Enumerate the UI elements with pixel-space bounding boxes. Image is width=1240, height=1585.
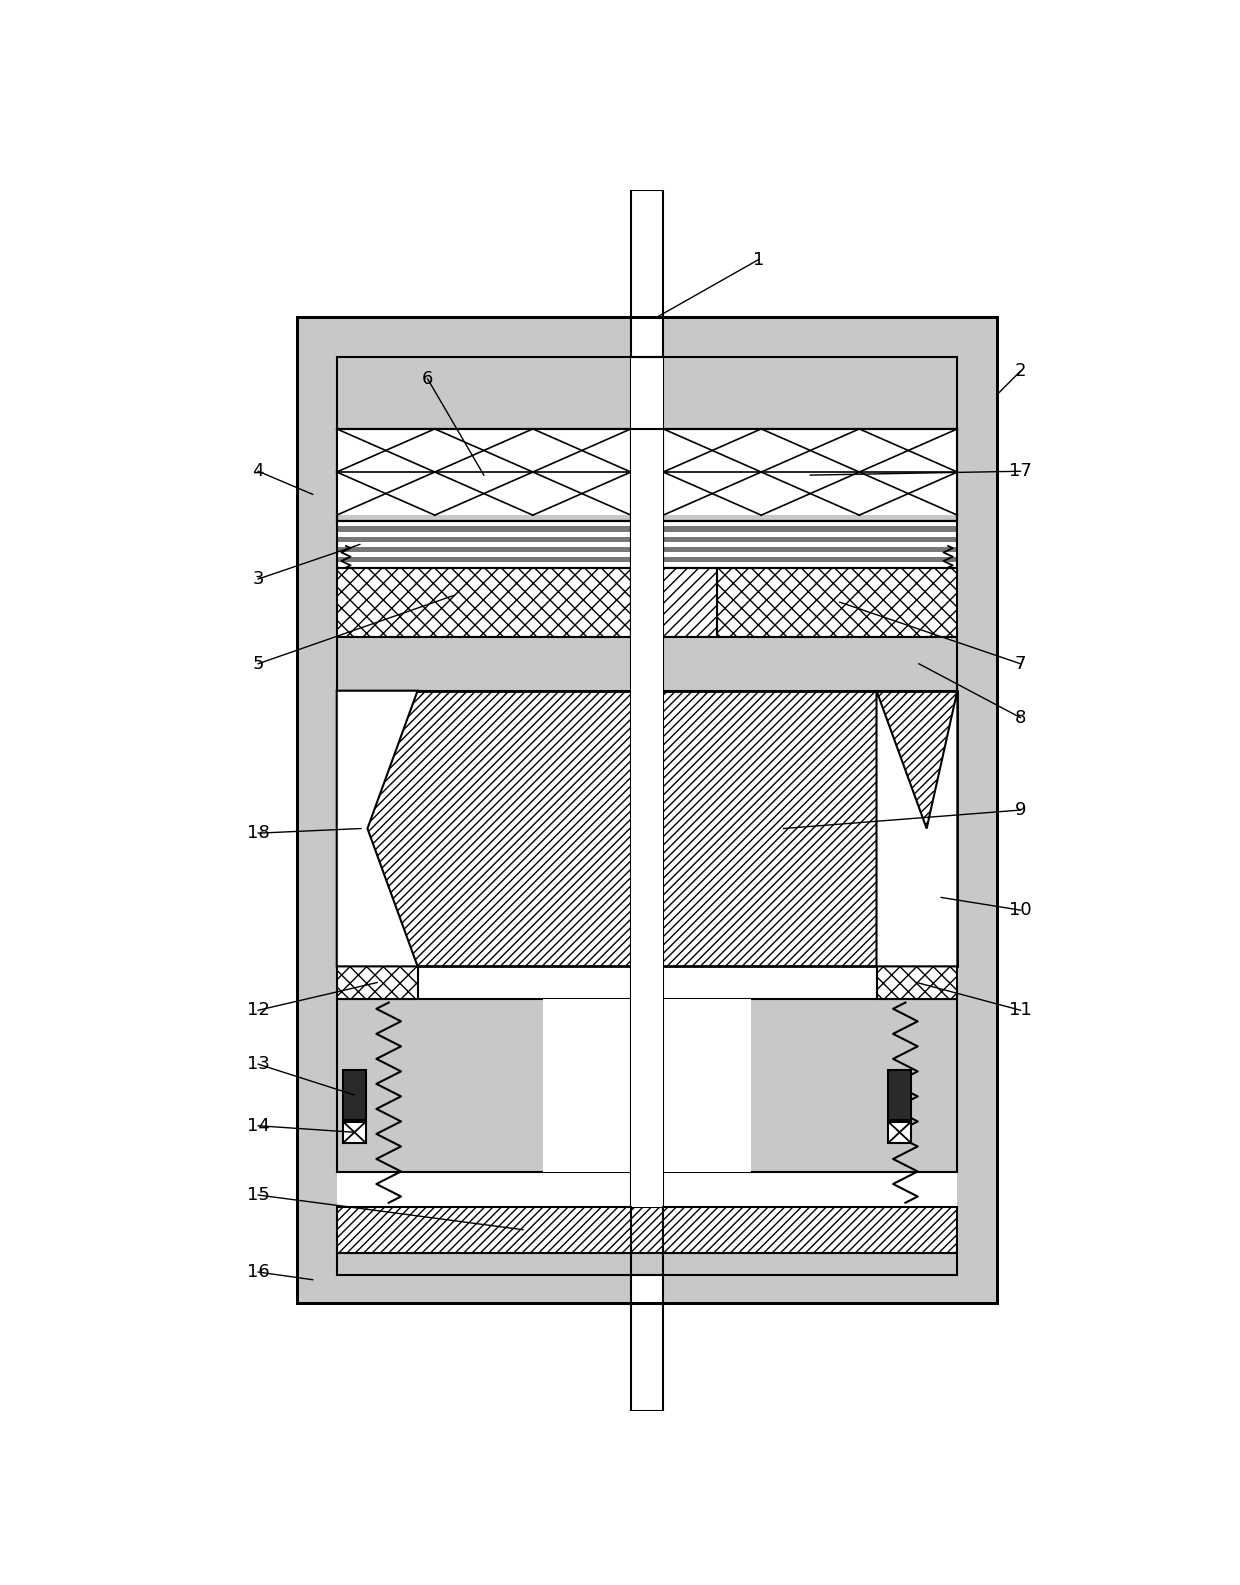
Bar bbox=[337, 999, 957, 1171]
Bar bbox=[337, 357, 957, 430]
Text: 13: 13 bbox=[247, 1056, 269, 1073]
Text: 5: 5 bbox=[253, 655, 264, 672]
Bar bbox=[663, 526, 957, 531]
Bar bbox=[337, 558, 631, 563]
Bar bbox=[877, 967, 957, 999]
Bar bbox=[337, 637, 957, 691]
Bar bbox=[663, 430, 957, 515]
Bar bbox=[663, 563, 957, 567]
Bar bbox=[663, 430, 957, 521]
Bar bbox=[337, 357, 957, 430]
Bar bbox=[663, 521, 957, 567]
Bar bbox=[343, 1122, 366, 1143]
Bar bbox=[296, 317, 997, 1303]
Text: 9: 9 bbox=[1014, 800, 1027, 819]
Bar bbox=[337, 521, 631, 526]
Bar bbox=[663, 567, 717, 637]
Polygon shape bbox=[877, 691, 957, 967]
Bar bbox=[337, 430, 957, 521]
Bar bbox=[663, 547, 957, 552]
Bar bbox=[337, 547, 631, 552]
Text: 10: 10 bbox=[1009, 902, 1032, 919]
Bar bbox=[337, 567, 631, 637]
Text: 16: 16 bbox=[247, 1263, 269, 1281]
Text: 15: 15 bbox=[247, 1186, 269, 1205]
Text: 2: 2 bbox=[1014, 361, 1027, 380]
Text: 1: 1 bbox=[753, 250, 764, 268]
Bar bbox=[663, 558, 957, 563]
Bar bbox=[337, 552, 631, 558]
Text: 3: 3 bbox=[253, 571, 264, 588]
Bar bbox=[631, 190, 663, 357]
Bar bbox=[337, 357, 957, 1274]
Bar bbox=[631, 1274, 663, 1411]
Bar bbox=[337, 563, 631, 567]
Text: 6: 6 bbox=[422, 369, 433, 388]
Bar bbox=[663, 537, 957, 542]
Bar bbox=[337, 430, 631, 515]
Bar bbox=[888, 1070, 911, 1121]
Bar bbox=[337, 521, 631, 567]
Bar bbox=[296, 317, 997, 1303]
Bar bbox=[337, 430, 631, 521]
Bar bbox=[337, 537, 631, 542]
Text: 18: 18 bbox=[247, 824, 269, 842]
Bar bbox=[543, 999, 751, 1171]
Bar bbox=[337, 531, 631, 537]
Text: 11: 11 bbox=[1009, 1002, 1032, 1019]
Bar bbox=[663, 521, 957, 526]
Bar bbox=[888, 1122, 911, 1143]
Bar bbox=[337, 1206, 957, 1252]
Bar bbox=[337, 542, 631, 547]
Text: 12: 12 bbox=[247, 1002, 269, 1019]
Bar bbox=[337, 1252, 957, 1274]
Bar bbox=[296, 317, 997, 1303]
Text: 4: 4 bbox=[253, 463, 264, 480]
Bar bbox=[631, 357, 663, 1206]
Bar bbox=[717, 567, 957, 637]
Text: 7: 7 bbox=[1014, 655, 1027, 672]
Bar bbox=[343, 1070, 366, 1121]
Polygon shape bbox=[337, 691, 418, 967]
Text: 17: 17 bbox=[1009, 463, 1032, 480]
Bar bbox=[337, 526, 631, 531]
Bar bbox=[663, 542, 957, 547]
Bar bbox=[337, 967, 418, 999]
Text: 14: 14 bbox=[247, 1117, 269, 1135]
Bar bbox=[663, 531, 957, 537]
Text: 8: 8 bbox=[1014, 708, 1027, 726]
Bar bbox=[663, 552, 957, 558]
Bar bbox=[337, 691, 957, 967]
Bar bbox=[631, 567, 684, 637]
